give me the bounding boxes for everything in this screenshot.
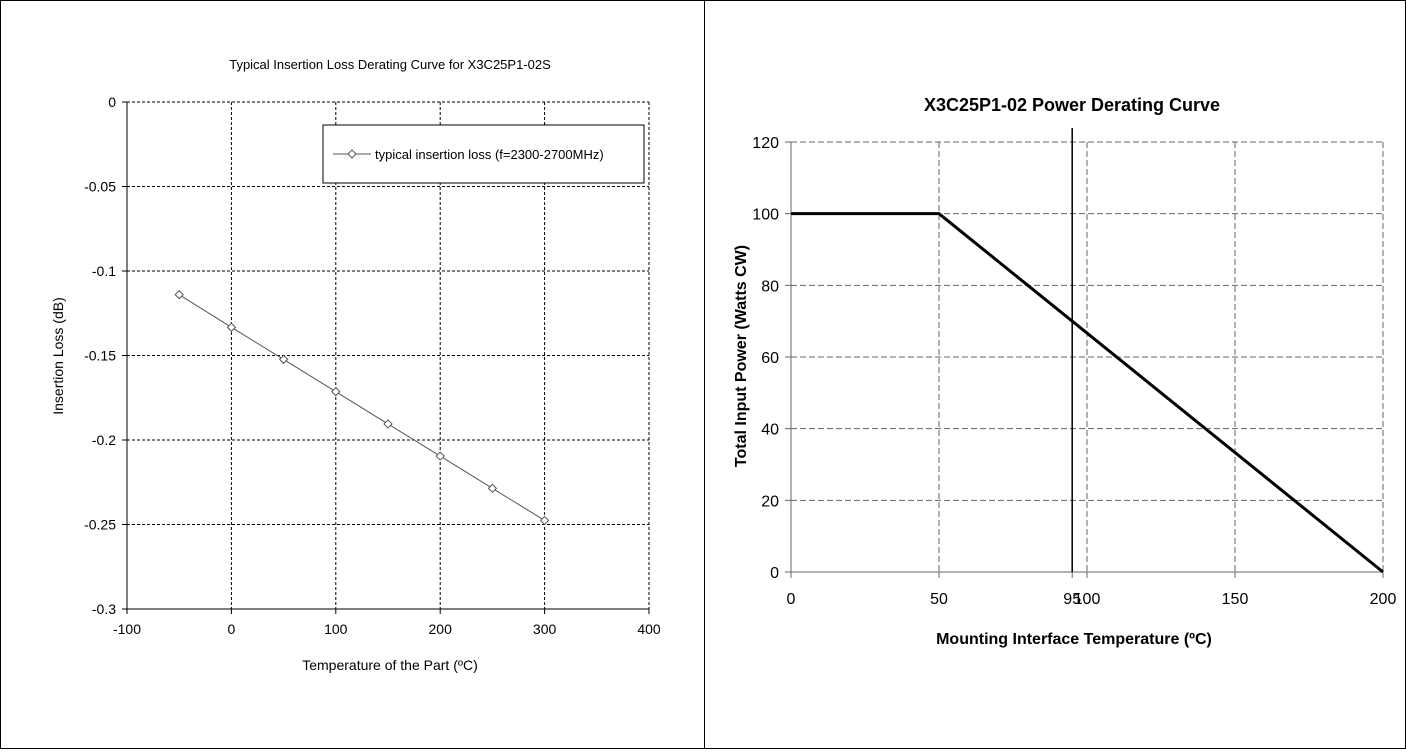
x-tick-label: 100 [1074, 591, 1101, 608]
data-point-marker [278, 354, 289, 365]
x-tick-label: 400 [637, 621, 661, 637]
grid-lines [791, 141, 1384, 572]
legend-box [322, 124, 645, 184]
data-point-marker [226, 322, 237, 332]
power-derating-chart: X3C25P1-02 Power Derating Curve 0 20 40 60 8… [733, 95, 1397, 648]
y-tick-label: -0.25 [84, 517, 116, 533]
x-tick-label: 300 [533, 621, 557, 637]
y-axis-label: Total Input Power (Watts CW) [733, 245, 750, 467]
axes [122, 101, 650, 614]
data-point-marker [539, 515, 550, 526]
y-tick-label: 80 [761, 278, 779, 295]
y-tick-labels: 0 -0.05 -0.1 -0.15 -0.2 -0.25 -0.3 [84, 94, 116, 617]
y-tick-label: -0.3 [92, 601, 116, 617]
x-tick-labels: -100 0 100 200 300 400 [113, 621, 661, 637]
y-axis-label: Insertion Loss (dB) [50, 297, 66, 415]
y-tick-label: 20 [761, 493, 779, 510]
x-tick-label: 95 [1063, 591, 1081, 608]
x-tick-label: -100 [113, 621, 141, 637]
data-point-marker [383, 419, 393, 429]
y-tick-label: 0 [108, 94, 116, 110]
y-tick-label: 120 [752, 135, 779, 152]
x-axis-label: Temperature of the Part (ºC) [302, 657, 478, 673]
power-derating-line [791, 212, 1384, 574]
y-tick-label: -0.1 [92, 263, 116, 279]
series-line [174, 289, 550, 526]
legend-entry: typical insertion loss (f=2300-2700MHz) [375, 147, 604, 162]
y-tick-label: -0.05 [84, 179, 116, 195]
data-point-marker [435, 451, 445, 461]
chart-title: X3C25P1-02 Power Derating Curve [924, 95, 1220, 115]
legend: typical insertion loss (f=2300-2700MHz) [322, 124, 645, 184]
y-tick-label: 60 [761, 350, 779, 367]
data-point-marker [174, 289, 184, 300]
x-tick-label: 150 [1222, 591, 1249, 608]
data-point-marker [331, 386, 341, 397]
x-tick-label: 100 [324, 621, 348, 637]
insertion-loss-chart: Typical Insertion Loss Derating Curve fo… [50, 57, 661, 673]
data-point-marker [487, 483, 498, 494]
y-tick-label: -0.2 [92, 432, 116, 448]
left-chart-panel: Typical Insertion Loss Derating Curve fo… [0, 0, 704, 749]
x-tick-label: 50 [930, 591, 948, 608]
chart-title: Typical Insertion Loss Derating Curve fo… [229, 57, 551, 72]
insertion-loss-line [178, 294, 545, 521]
y-tick-label: 0 [770, 565, 779, 582]
legend-marker-diamond [347, 149, 357, 159]
x-axis-label: Mounting Interface Temperature (ºC) [936, 631, 1212, 648]
x-tick-label: 0 [228, 621, 236, 637]
x-tick-label: 0 [787, 591, 796, 608]
y-tick-labels: 0 20 40 60 80 100 120 [752, 135, 779, 582]
y-tick-label: -0.15 [84, 348, 116, 364]
y-tick-label: 40 [761, 422, 779, 439]
y-tick-label: 100 [752, 207, 779, 224]
x-tick-label: 200 [429, 621, 453, 637]
series-line [791, 212, 1384, 574]
axes [785, 141, 1384, 578]
right-chart-panel: X3C25P1-02 Power Derating Curve 0 20 40 60 8… [704, 0, 1406, 749]
x-tick-label: 200 [1370, 591, 1397, 608]
